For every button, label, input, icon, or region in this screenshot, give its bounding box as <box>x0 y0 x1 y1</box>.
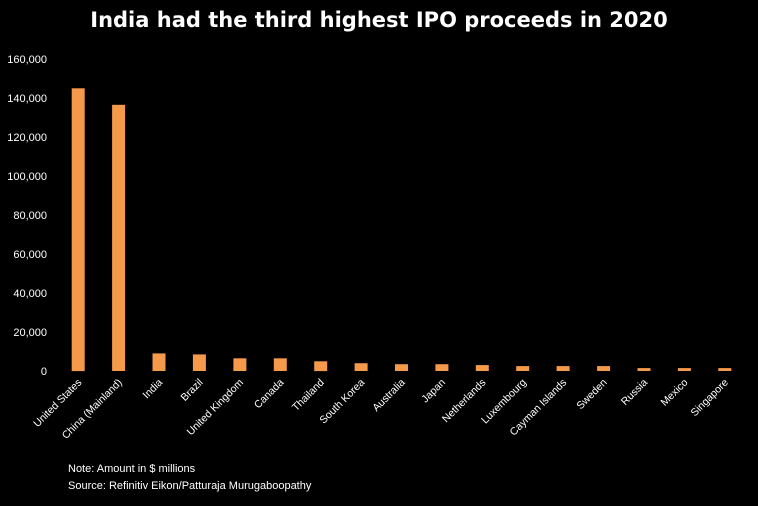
y-tick-label: 80,000 <box>13 210 47 222</box>
bar-singapore <box>718 368 732 371</box>
x-tick-label: India <box>141 377 166 402</box>
bar-china-mainland <box>112 104 126 372</box>
y-tick-label: 120,000 <box>7 132 47 144</box>
x-tick-label: Singapore <box>689 377 731 419</box>
bar-japan <box>435 364 449 371</box>
x-tick-label: Russia <box>619 377 650 408</box>
bar-series <box>71 88 732 372</box>
y-axis: 0 20,000 40,000 60,000 80,000 100,000 120,000 1… <box>7 54 47 378</box>
source-text: Source: Refinitiv Eikon/Patturaja Muruga… <box>68 480 312 492</box>
bar-mexico <box>677 368 691 371</box>
y-tick-label: 20,000 <box>13 327 47 339</box>
x-tick-label: Sweden <box>574 377 609 412</box>
x-tick-label: Australia <box>370 377 407 414</box>
y-tick-label: 60,000 <box>13 249 47 261</box>
bar-sweden <box>597 366 611 371</box>
x-tick-label: Japan <box>419 377 448 406</box>
y-tick-label: 140,000 <box>7 93 47 105</box>
bar-cayman-islands <box>556 366 570 371</box>
y-tick-label: 40,000 <box>13 288 47 300</box>
y-tick-label: 160,000 <box>7 54 47 66</box>
bar-india <box>152 353 166 371</box>
note-text: Note: Amount in $ millions <box>68 463 196 475</box>
chart-notes: Note: Amount in $ millions Source: Refin… <box>68 461 311 495</box>
bar-united-kingdom <box>233 358 247 371</box>
x-tick-label: Brazil <box>179 377 206 404</box>
x-tick-label: Thailand <box>290 377 327 414</box>
bar-luxembourg <box>516 366 530 371</box>
y-tick-label: 0 <box>41 366 47 378</box>
bar-brazil <box>192 354 206 371</box>
bar-south-korea <box>354 363 368 371</box>
x-tick-label: Mexico <box>658 377 690 409</box>
y-tick-label: 100,000 <box>7 171 47 183</box>
bar-united-states <box>71 88 85 372</box>
x-tick-label: Canada <box>252 377 287 412</box>
bar-australia <box>395 364 408 371</box>
bar-netherlands <box>475 365 489 371</box>
bar-thailand <box>314 361 328 372</box>
chart-title: India had the third highest IPO proceeds… <box>90 8 668 32</box>
bar-russia <box>637 368 651 371</box>
bar-canada <box>273 358 287 371</box>
